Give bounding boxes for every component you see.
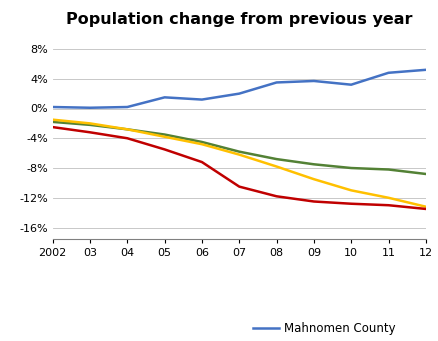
Traverse County [124, 127, 130, 131]
Lincoln County [50, 120, 55, 124]
Mahnomen County [422, 68, 427, 72]
Lincoln County [422, 172, 427, 176]
Kittson County [87, 130, 92, 134]
Traverse County [87, 121, 92, 125]
Traverse County [311, 177, 316, 181]
Lincoln County [273, 157, 279, 161]
Mahnomen County [124, 105, 130, 109]
Mahnomen County [199, 98, 204, 102]
Traverse County [236, 152, 241, 157]
Traverse County [199, 142, 204, 146]
Lincoln County [236, 150, 241, 154]
Kittson County [50, 125, 55, 129]
Mahnomen County [385, 71, 390, 75]
Lincoln County [87, 123, 92, 127]
Lincoln County [162, 133, 167, 137]
Lincoln County [311, 162, 316, 166]
Traverse County [422, 205, 427, 209]
Traverse County [162, 135, 167, 139]
Mahnomen County [236, 92, 241, 96]
Kittson County [162, 147, 167, 151]
Traverse County [348, 188, 353, 192]
Lincoln County [348, 166, 353, 170]
Kittson County [385, 203, 390, 207]
Lincoln County [385, 167, 390, 172]
Line: Kittson County: Kittson County [53, 127, 425, 209]
Mahnomen County [348, 83, 353, 87]
Mahnomen County [162, 95, 167, 99]
Lincoln County [124, 127, 130, 131]
Traverse County [50, 118, 55, 122]
Mahnomen County [273, 80, 279, 85]
Kittson County [311, 199, 316, 204]
Line: Mahnomen County: Mahnomen County [53, 70, 425, 108]
Mahnomen County [87, 106, 92, 110]
Traverse County [385, 196, 390, 200]
Mahnomen County [50, 105, 55, 109]
Line: Lincoln County: Lincoln County [53, 122, 425, 174]
Line: Traverse County: Traverse County [53, 120, 425, 207]
Kittson County [273, 194, 279, 198]
Kittson County [236, 184, 241, 189]
Kittson County [124, 136, 130, 140]
Kittson County [348, 202, 353, 206]
Legend: Mahnomen County, Lincoln County, Traverse County, Kittson County: Mahnomen County, Lincoln County, Travers… [252, 322, 395, 341]
Kittson County [422, 207, 427, 211]
Kittson County [199, 160, 204, 164]
Traverse County [273, 164, 279, 168]
Title: Population change from previous year: Population change from previous year [66, 12, 412, 27]
Mahnomen County [311, 79, 316, 83]
Lincoln County [199, 140, 204, 144]
